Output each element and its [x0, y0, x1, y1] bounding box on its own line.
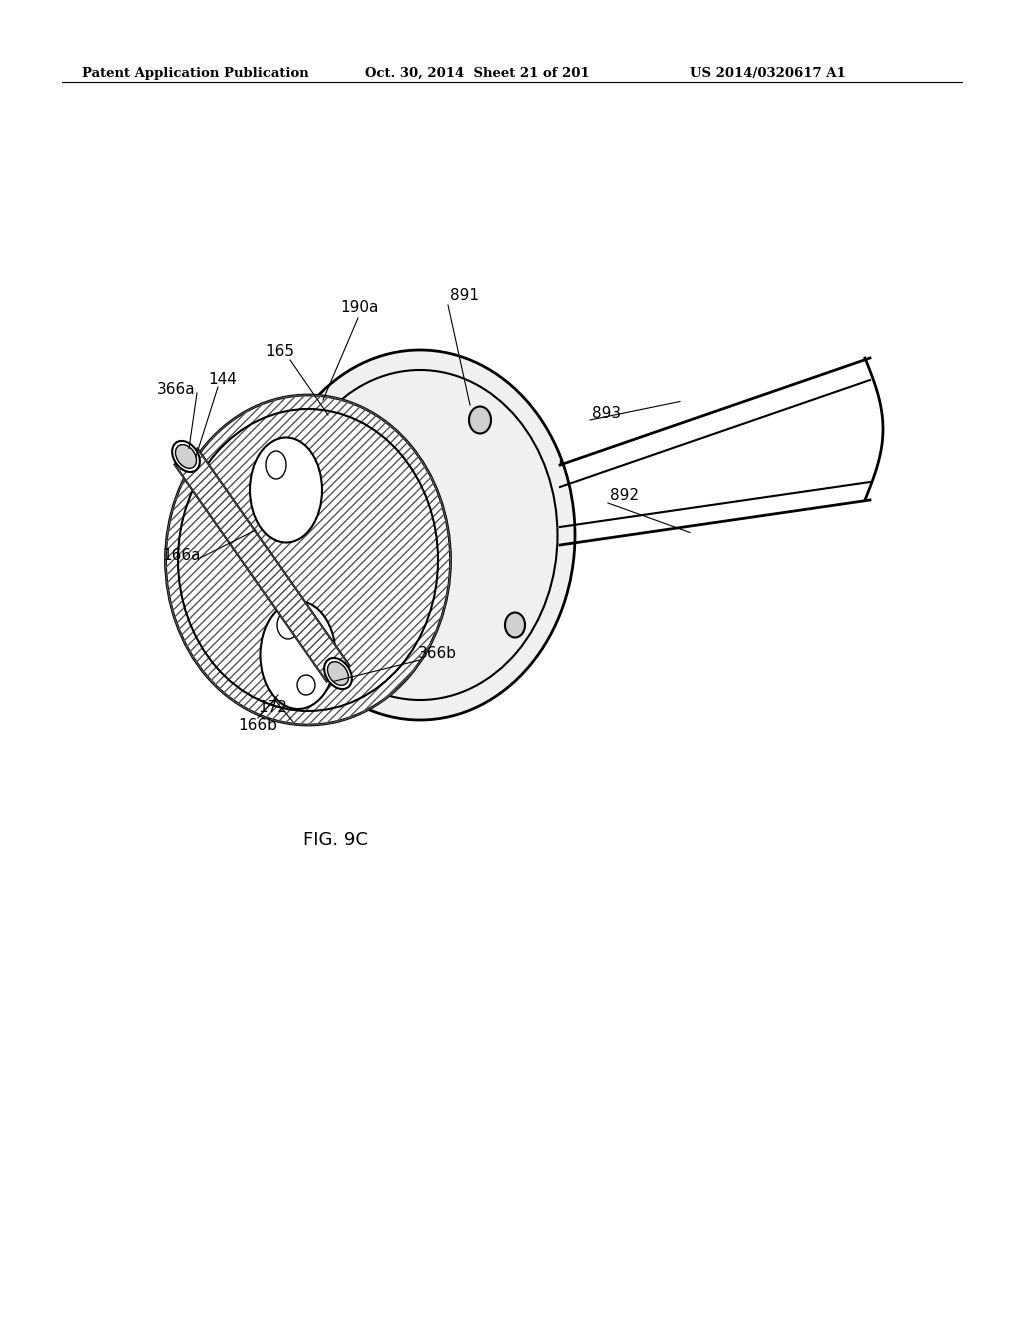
Text: 366b: 366b — [418, 645, 457, 660]
Ellipse shape — [250, 437, 322, 543]
Text: 366a: 366a — [157, 383, 196, 397]
Ellipse shape — [469, 407, 490, 433]
Text: FIG. 9C: FIG. 9C — [302, 832, 368, 849]
Ellipse shape — [175, 445, 197, 469]
Ellipse shape — [260, 601, 336, 709]
Text: 165: 165 — [265, 345, 294, 359]
Text: 190a: 190a — [340, 300, 379, 314]
Ellipse shape — [266, 451, 286, 479]
Text: 893: 893 — [592, 405, 622, 421]
Ellipse shape — [278, 611, 299, 639]
Ellipse shape — [172, 441, 200, 473]
Ellipse shape — [265, 350, 575, 719]
Text: Patent Application Publication: Patent Application Publication — [82, 67, 309, 81]
Ellipse shape — [325, 657, 352, 689]
Ellipse shape — [283, 370, 557, 700]
Polygon shape — [174, 449, 349, 681]
Text: Oct. 30, 2014  Sheet 21 of 201: Oct. 30, 2014 Sheet 21 of 201 — [365, 67, 590, 81]
Ellipse shape — [297, 675, 315, 696]
Text: 144: 144 — [208, 372, 237, 388]
Text: 892: 892 — [610, 488, 639, 503]
Ellipse shape — [328, 661, 348, 685]
Text: 166a: 166a — [162, 549, 201, 564]
Text: US 2014/0320617 A1: US 2014/0320617 A1 — [690, 67, 846, 81]
Ellipse shape — [505, 612, 525, 638]
Text: 891: 891 — [450, 288, 479, 302]
Text: 172: 172 — [258, 701, 287, 715]
Text: 166b: 166b — [238, 718, 276, 734]
Ellipse shape — [166, 395, 451, 725]
